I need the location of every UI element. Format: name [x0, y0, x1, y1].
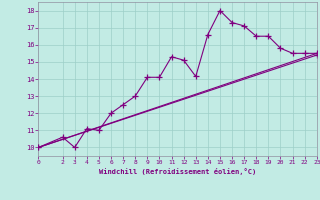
X-axis label: Windchill (Refroidissement éolien,°C): Windchill (Refroidissement éolien,°C): [99, 168, 256, 175]
